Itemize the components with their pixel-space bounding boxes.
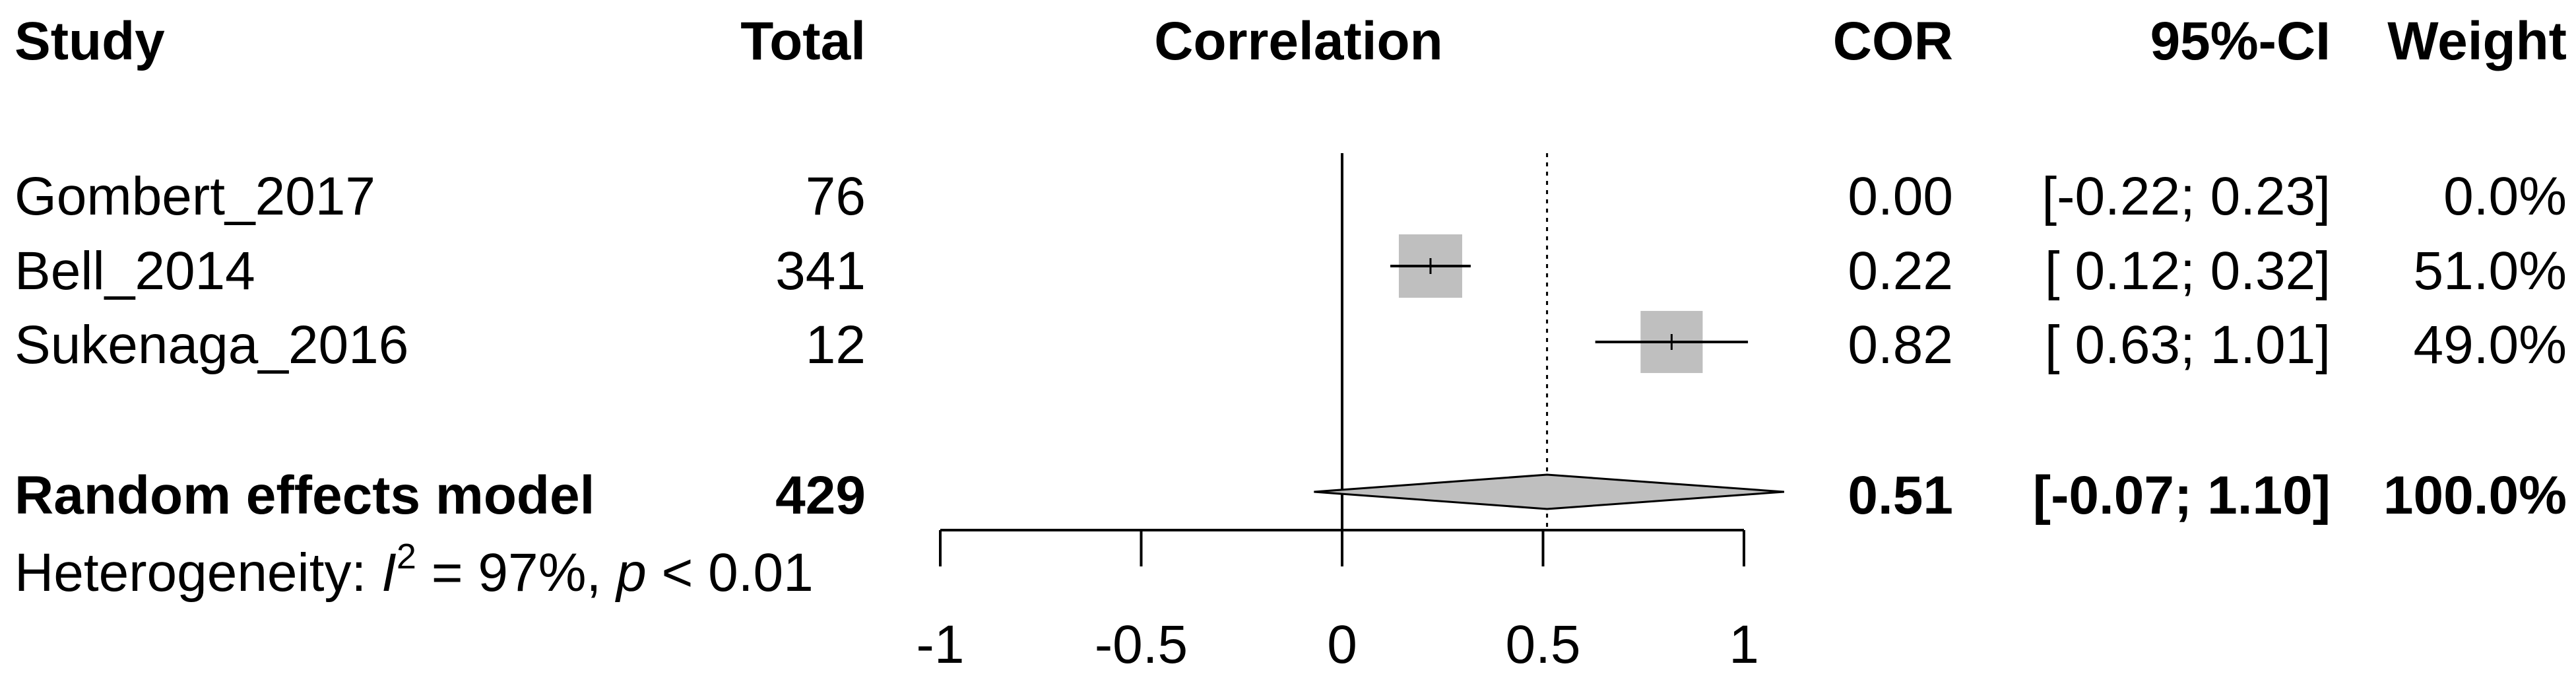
x-tick-label: -1: [917, 615, 965, 675]
study-name: Bell_2014: [15, 241, 255, 301]
study-name: Gombert_2017: [15, 166, 375, 226]
header-correlation: Correlation: [1154, 11, 1442, 71]
pooled-weight: 100.0%: [2383, 465, 2567, 525]
study-weight: 49.0%: [2413, 315, 2567, 375]
header-ci: 95%-CI: [2150, 11, 2331, 71]
header-weight: Weight: [2387, 11, 2567, 71]
study-weight: 51.0%: [2413, 241, 2567, 301]
x-tick-label: 1: [1729, 615, 1759, 675]
x-tick-label: -0.5: [1095, 615, 1188, 675]
pooled-cor: 0.51: [1848, 465, 1953, 525]
study-total: 12: [806, 315, 866, 375]
study-total: 76: [806, 166, 866, 226]
header-cor: COR: [1833, 11, 1953, 71]
study-ci: [ 0.12; 0.32]: [2045, 241, 2331, 301]
study-rows: Gombert_2017 76 0.00 [-0.22; 0.23] 0.0% …: [15, 166, 2567, 375]
x-tick-label: 0: [1327, 615, 1357, 675]
pooled-diamond: [1314, 473, 1785, 510]
heterogeneity-text: Heterogeneity: I2 = 97%, p < 0.01: [15, 537, 814, 603]
study-ci: [-0.22; 0.23]: [2042, 166, 2331, 226]
x-tick-label: 0.5: [1506, 615, 1581, 675]
study-cor: 0.82: [1848, 315, 1953, 375]
pooled-total: 429: [775, 465, 866, 525]
study-name: Sukenaga_2016: [15, 315, 408, 375]
study-cor: 0.00: [1848, 166, 1953, 226]
study-weight: 0.0%: [2443, 166, 2567, 226]
pooled-name: Random effects model: [15, 465, 595, 525]
study-cor: 0.22: [1848, 241, 1953, 301]
header-total: Total: [740, 11, 866, 71]
study-ci: [ 0.63; 1.01]: [2045, 315, 2331, 375]
plot-area: -1 -0.5 0 0.5 1: [917, 153, 1785, 675]
header-study: Study: [15, 11, 165, 71]
study-total: 341: [775, 241, 866, 301]
pooled-ci: [-0.07; 1.10]: [2033, 465, 2331, 525]
